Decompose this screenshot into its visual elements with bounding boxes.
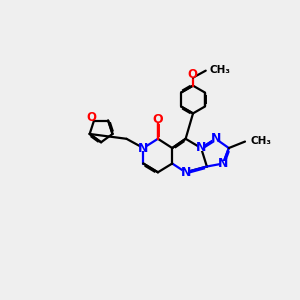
Text: CH₃: CH₃ bbox=[210, 65, 231, 75]
Text: N: N bbox=[218, 158, 229, 170]
Bar bbox=[220, 161, 227, 167]
Text: O: O bbox=[153, 113, 163, 126]
Text: O: O bbox=[187, 68, 197, 81]
Text: N: N bbox=[180, 166, 191, 179]
Text: N: N bbox=[196, 141, 206, 154]
Bar bbox=[140, 145, 147, 151]
Bar bbox=[189, 71, 195, 77]
Text: N: N bbox=[211, 132, 221, 145]
Bar bbox=[212, 135, 219, 142]
Bar bbox=[88, 114, 94, 120]
Bar bbox=[155, 116, 161, 122]
Bar bbox=[182, 169, 189, 176]
Bar bbox=[198, 144, 205, 151]
Text: O: O bbox=[86, 111, 96, 124]
Text: N: N bbox=[138, 142, 148, 154]
Text: CH₃: CH₃ bbox=[250, 136, 271, 146]
